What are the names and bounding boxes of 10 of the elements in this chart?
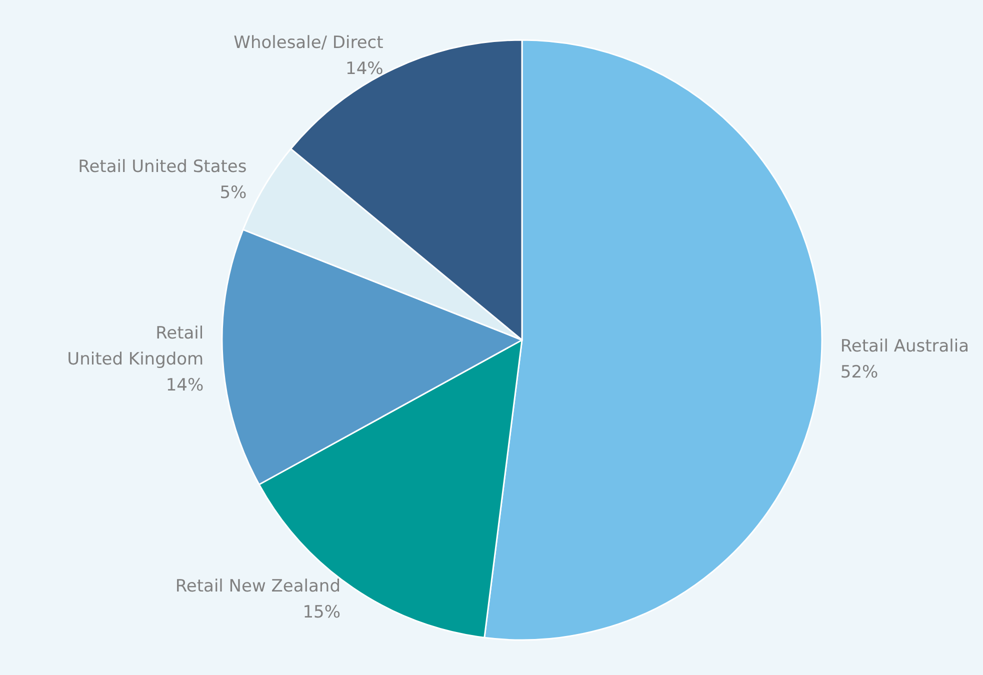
data-label: 5% — [220, 183, 247, 204]
slice-label: Retail United Kingdom — [67, 324, 204, 370]
data-label: 15% — [302, 602, 341, 623]
data-label: 14% — [166, 376, 204, 396]
data-label: 14% — [346, 58, 384, 79]
slice-label: Retail Australia — [840, 336, 970, 357]
slice-label: Wholesale/ Direct — [234, 32, 384, 53]
slice-label: Retail United States — [78, 157, 247, 178]
data-label: 52% — [840, 362, 878, 383]
slice-label: Retail New Zealand — [175, 576, 341, 597]
